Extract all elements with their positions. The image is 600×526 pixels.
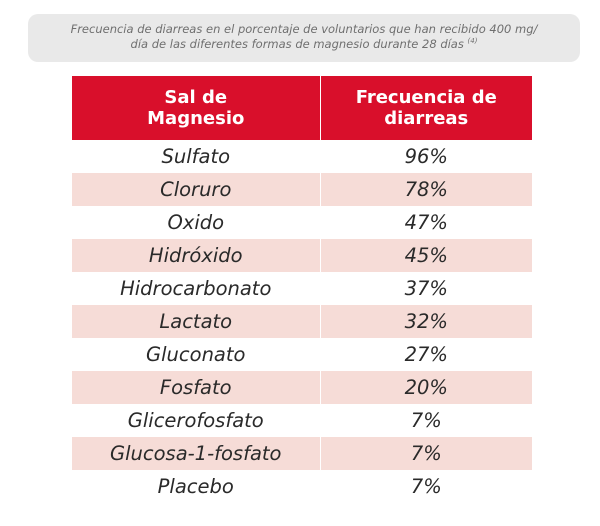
diarrhea-frequency-cell: 7% (319, 470, 532, 503)
diarrhea-frequency-cell: 78% (319, 173, 532, 206)
diarrhea-frequency-cell: 32% (319, 305, 532, 338)
salt-name-cell: Gluconato (72, 338, 320, 371)
caption-line-1: Frecuencia de diarreas en el porcentaje … (70, 22, 538, 36)
table-row: Lactato 32% (72, 305, 532, 338)
diarrhea-frequency-cell: 45% (319, 239, 532, 272)
column-header-frequency-line2: diarreas (384, 108, 469, 129)
column-header-salt-line2: Magnesio (147, 108, 245, 129)
column-header-frequency-line1: Frecuencia de (355, 87, 497, 108)
salt-name-cell: Sulfato (72, 140, 320, 173)
table-row: Sulfato 96% (72, 140, 532, 173)
diarrhea-frequency-cell: 20% (319, 371, 532, 404)
salt-name-cell: Hidróxido (72, 239, 320, 272)
diarrhea-frequency-cell: 7% (319, 437, 532, 470)
salt-name-cell: Glicerofosfato (72, 404, 320, 437)
caption-line-2: día de las diferentes formas de magnesio… (28, 37, 580, 52)
table-header: Sal de Magnesio Frecuencia de diarreas (72, 76, 532, 140)
column-header-salt: Sal de Magnesio (72, 76, 320, 140)
table-row: Fosfato 20% (72, 371, 532, 404)
table-caption: Frecuencia de diarreas en el porcentaje … (28, 14, 580, 62)
diarrhea-frequency-cell: 7% (319, 404, 532, 437)
table-row: Glicerofosfato 7% (72, 404, 532, 437)
salt-name-cell: Lactato (72, 305, 320, 338)
diarrhea-frequency-cell: 37% (319, 272, 532, 305)
table-row: Hidrocarbonato 37% (72, 272, 532, 305)
table-row: Cloruro 78% (72, 173, 532, 206)
salt-name-cell: Placebo (72, 470, 320, 503)
salt-name-cell: Fosfato (72, 371, 320, 404)
table-row: Placebo 7% (72, 470, 532, 503)
column-header-frequency: Frecuencia de diarreas (319, 76, 532, 140)
table-row: Hidróxido 45% (72, 239, 532, 272)
diarrhea-frequency-cell: 47% (319, 206, 532, 239)
salt-name-cell: Cloruro (72, 173, 320, 206)
caption-reference: (4) (467, 37, 478, 46)
diarrhea-frequency-cell: 27% (319, 338, 532, 371)
header-row: Sal de Magnesio Frecuencia de diarreas (72, 76, 532, 140)
caption-line-2-text: día de las diferentes formas de magnesio… (130, 37, 464, 51)
salt-name-cell: Oxido (72, 206, 320, 239)
column-header-salt-line1: Sal de (164, 87, 228, 108)
salt-name-cell: Hidrocarbonato (72, 272, 320, 305)
salt-name-cell: Glucosa-1-fosfato (72, 437, 320, 470)
magnesium-diarrhea-table: Sal de Magnesio Frecuencia de diarreas S… (72, 76, 532, 503)
diarrhea-frequency-cell: 96% (319, 140, 532, 173)
table-row: Oxido 47% (72, 206, 532, 239)
table-row: Gluconato 27% (72, 338, 532, 371)
table-body: Sulfato 96% Cloruro 78% Oxido 47% Hidróxido 45%… (72, 140, 532, 503)
table-row: Glucosa-1-fosfato 7% (72, 437, 532, 470)
